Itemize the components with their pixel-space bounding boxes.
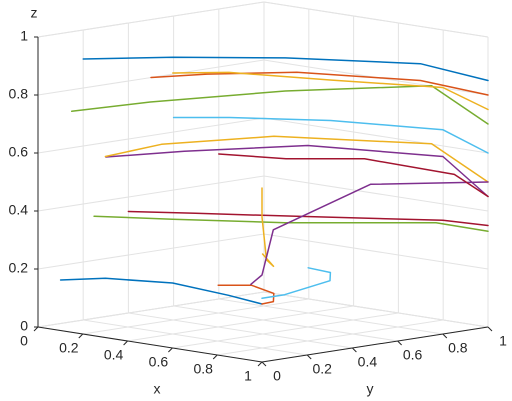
z-tick-label: 0.2 <box>9 260 29 276</box>
y-tick <box>487 326 493 332</box>
trajectory <box>127 210 489 227</box>
y-tick-label: 0.2 <box>312 361 332 377</box>
trajectory <box>93 215 489 233</box>
trajectory <box>104 135 489 183</box>
trajectory <box>70 85 489 125</box>
trajectory <box>261 267 332 299</box>
trajectory <box>218 153 489 198</box>
y-axis-label: y <box>367 381 374 397</box>
trajectory <box>82 56 489 82</box>
z-tick-label: 0.6 <box>9 144 29 160</box>
grid-line <box>217 30 444 356</box>
grid-line <box>37 175 489 212</box>
x-axis-label: x <box>154 381 161 397</box>
y-axis-line <box>261 326 489 363</box>
trajectory <box>250 181 489 286</box>
trajectory <box>105 144 489 198</box>
grid-line <box>173 16 398 342</box>
box-edge <box>37 1 489 38</box>
trajectory <box>217 284 275 305</box>
y-tick-label: 0.8 <box>448 340 468 356</box>
trajectory <box>172 116 489 154</box>
trajectory <box>172 71 489 111</box>
z-axis-label: z <box>31 5 38 21</box>
y-tick <box>352 347 357 353</box>
x-tick <box>78 333 84 339</box>
grid-line <box>82 30 308 356</box>
z-tick-label: 0.4 <box>9 202 29 218</box>
x-tick <box>33 326 39 332</box>
z-tick-label: 0 <box>20 318 28 334</box>
grid-line <box>37 233 489 270</box>
x-tick-label: 0.4 <box>104 347 124 363</box>
x-tick <box>257 361 263 367</box>
box-edge <box>37 291 489 328</box>
x-tick-label: 0.8 <box>193 361 213 377</box>
grid-line <box>37 2 265 328</box>
z-tick-label: 1 <box>20 28 28 44</box>
grid-line <box>37 1 489 38</box>
y-tick-label: 1 <box>499 333 507 349</box>
y-tick <box>442 333 448 339</box>
x-tick-label: 0.6 <box>149 354 169 370</box>
y-tick <box>261 361 267 367</box>
y-tick-label: 0 <box>273 368 281 384</box>
grid-line <box>37 59 489 96</box>
y-tick-label: 0.4 <box>358 354 378 370</box>
grid-line <box>127 23 353 349</box>
x-tick <box>123 340 128 346</box>
x-tick-label: 1 <box>244 368 252 384</box>
grid-line <box>37 291 489 328</box>
z-tick-label: 0.8 <box>9 86 29 102</box>
grid-line <box>172 23 399 349</box>
x-axis-line <box>37 326 263 363</box>
x-tick-label: 0 <box>20 333 28 349</box>
y-tick <box>306 354 312 360</box>
y-tick <box>397 340 402 346</box>
grid-line <box>263 2 489 328</box>
y-tick-label: 0.6 <box>403 347 423 363</box>
trajectory <box>150 71 489 96</box>
grid-line <box>37 37 263 363</box>
grid-line <box>261 37 489 363</box>
grid-line <box>127 16 355 342</box>
x-tick <box>168 347 173 353</box>
x-tick <box>212 354 218 360</box>
x-tick-label: 0.2 <box>59 340 79 356</box>
trajectory <box>59 277 263 305</box>
